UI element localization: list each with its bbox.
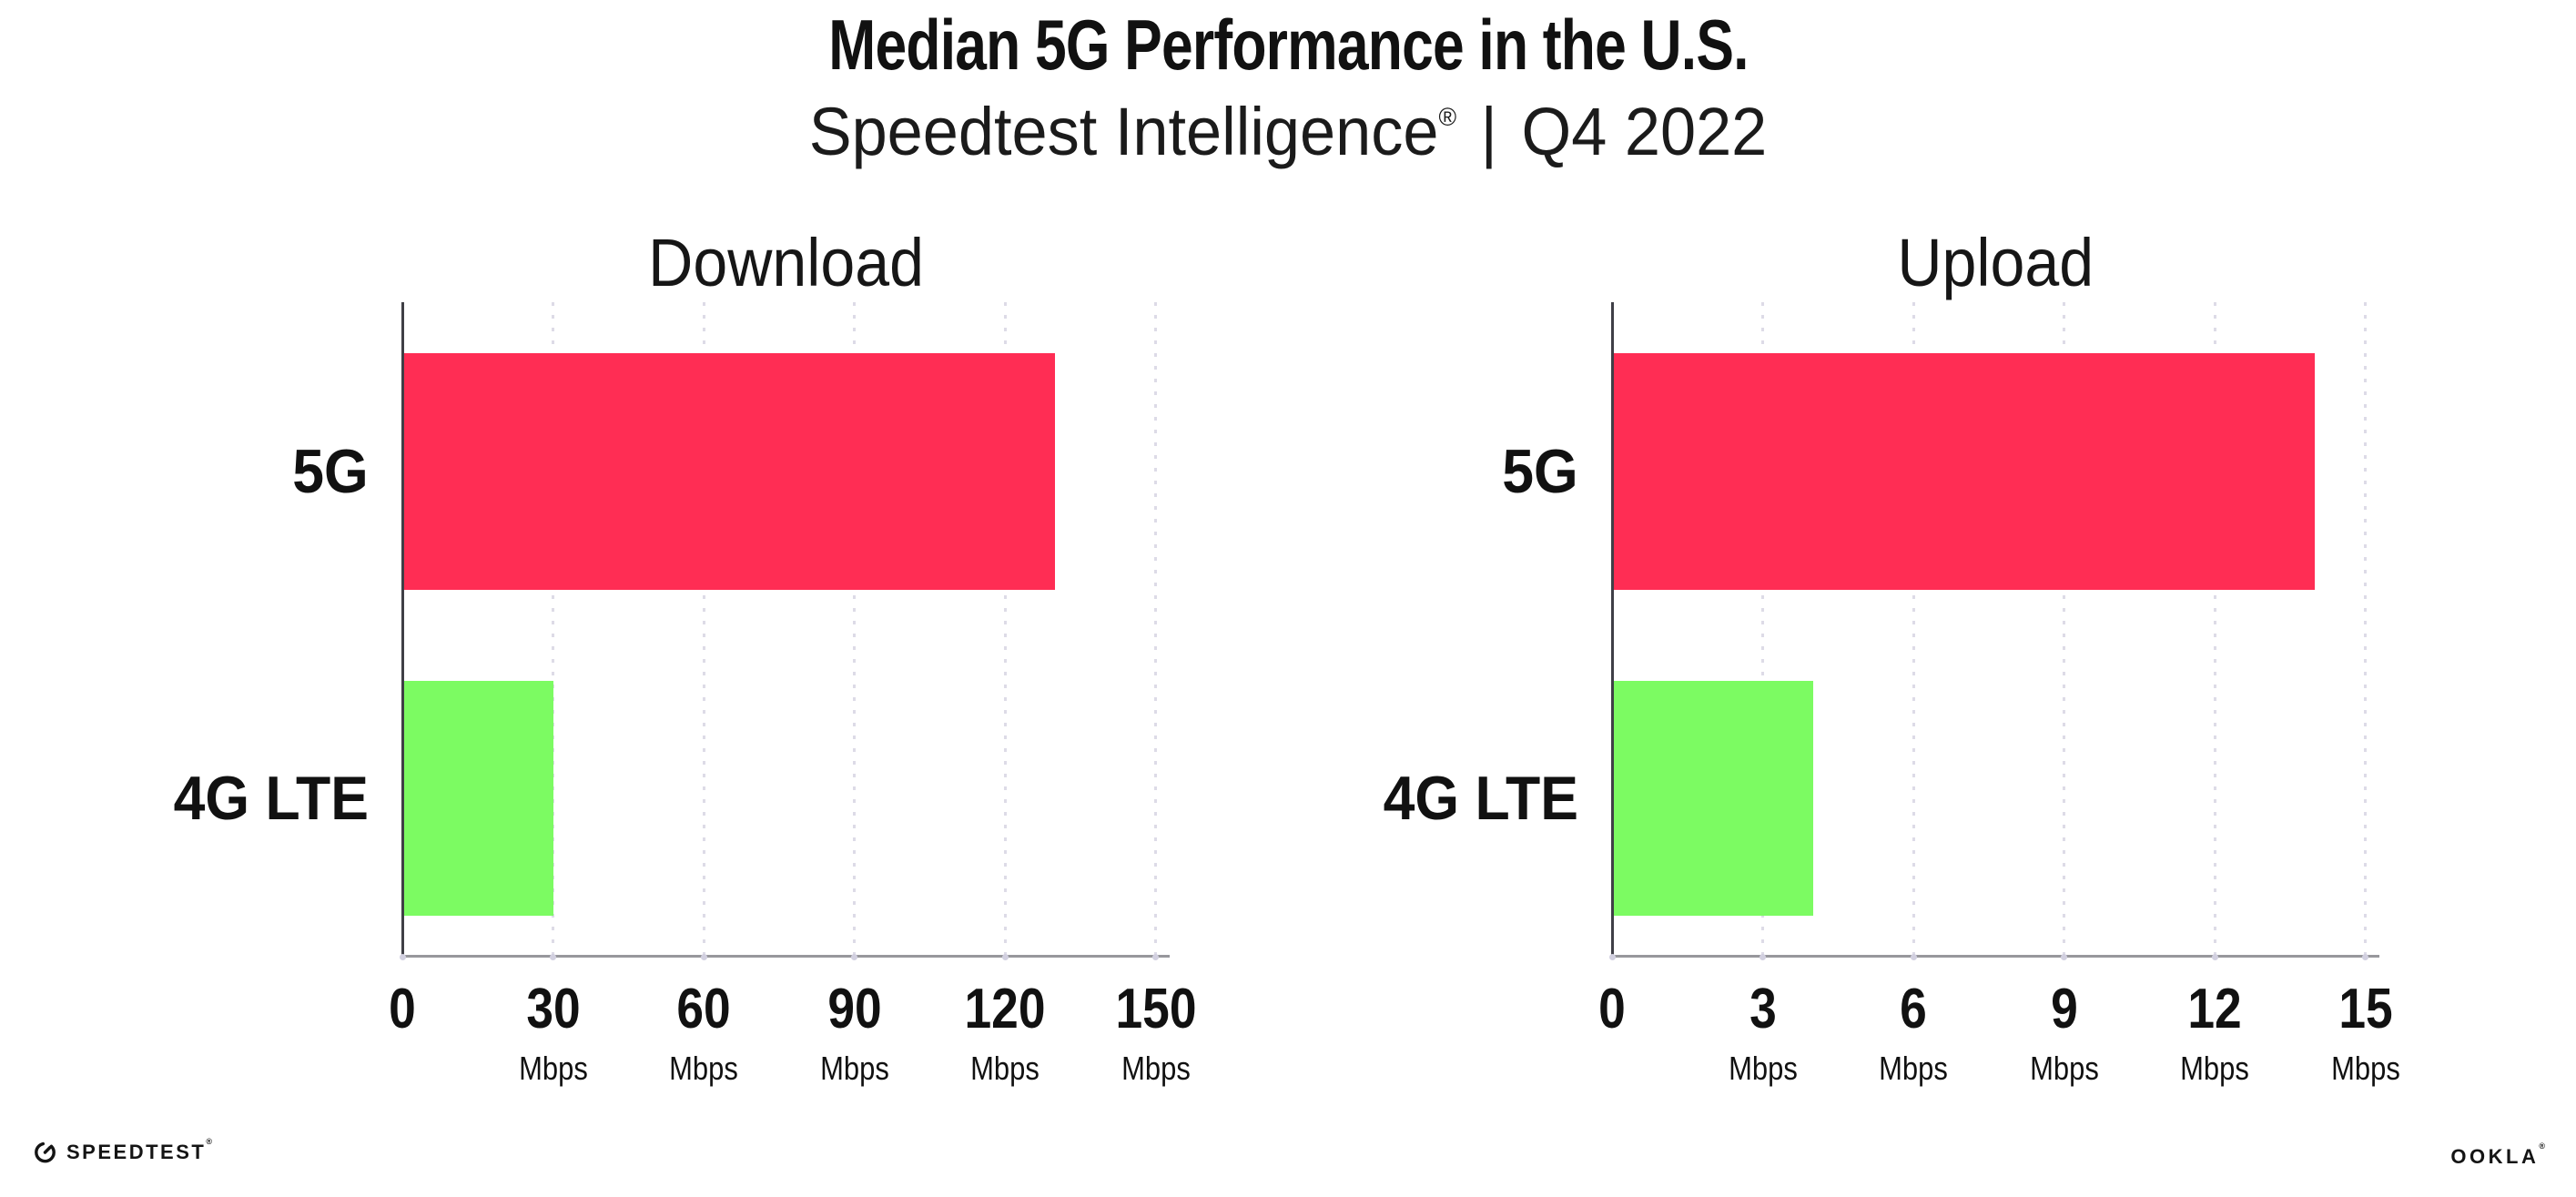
tick-unit: Mbps bbox=[2330, 1050, 2400, 1087]
category-label-4g-lte-upload: 4G LTE bbox=[1278, 681, 1578, 916]
tick-mark-download-0 bbox=[399, 954, 406, 960]
tick-value: 0 bbox=[389, 978, 416, 1040]
chart-title-text-upload: Upload bbox=[1897, 225, 2094, 300]
page-subtitle-text: Speedtest Intelligence® | Q4 2022 bbox=[809, 98, 1768, 166]
tick-value: 30 bbox=[525, 978, 581, 1040]
tick-label-download-90: 90 Mbps bbox=[784, 981, 925, 1085]
bar-4g-lte-download bbox=[402, 681, 553, 916]
tick-mark-download-30 bbox=[550, 954, 556, 960]
chart-title-upload: Upload bbox=[1612, 229, 2379, 297]
gridline-upload-6 bbox=[1912, 302, 1915, 958]
category-label-text: 5G bbox=[1502, 437, 1578, 506]
tick-label-download-60: 60 Mbps bbox=[634, 981, 775, 1085]
tick-mark-upload-3 bbox=[1760, 954, 1766, 960]
speedtest-logo-text: SPEEDTEST® bbox=[66, 1137, 212, 1164]
speedtest-wordmark: SPEEDTEST bbox=[66, 1141, 207, 1163]
tick-unit: Mbps bbox=[819, 1050, 889, 1087]
tick-unit: Mbps bbox=[2180, 1050, 2249, 1087]
tick-unit: Mbps bbox=[1121, 1050, 1191, 1087]
bar-5g-download bbox=[402, 353, 1056, 590]
tick-mark-download-120 bbox=[1001, 954, 1009, 960]
chart-title-text-download: Download bbox=[648, 225, 924, 300]
x-axis-baseline-upload bbox=[1611, 955, 2379, 958]
tick-value: 90 bbox=[827, 978, 882, 1040]
bar-5g-upload bbox=[1612, 353, 2316, 590]
subtitle-period: Q4 2022 bbox=[1521, 94, 1768, 169]
tick-value: 120 bbox=[964, 978, 1046, 1040]
tick-mark-upload-12 bbox=[2211, 954, 2218, 960]
speedtest-logo: SPEEDTEST® bbox=[33, 1137, 212, 1165]
category-label-5g-upload: 5G bbox=[1278, 353, 1578, 590]
page-subtitle: Speedtest Intelligence® | Q4 2022 bbox=[0, 98, 2576, 166]
tick-unit: Mbps bbox=[970, 1050, 1040, 1087]
tick-unit: Mbps bbox=[1879, 1050, 1948, 1087]
category-label-5g-download: 5G bbox=[68, 353, 369, 590]
tick-label-upload-9: 9 Mbps bbox=[1993, 981, 2135, 1085]
tick-mark-download-150 bbox=[1152, 954, 1159, 960]
gridline-download-90 bbox=[853, 302, 856, 958]
gridline-upload-9 bbox=[2063, 302, 2065, 958]
tick-label-download-30: 30 Mbps bbox=[482, 981, 624, 1085]
tick-value: 15 bbox=[2338, 978, 2393, 1040]
tick-label-upload-6: 6 Mbps bbox=[1843, 981, 1984, 1085]
category-label-text: 4G LTE bbox=[173, 764, 369, 833]
gridline-upload-15 bbox=[2364, 302, 2367, 958]
subtitle-separator: | bbox=[1480, 94, 1497, 169]
tick-unit: Mbps bbox=[518, 1050, 588, 1087]
page-title-text: Median 5G Performance in the U.S. bbox=[827, 5, 1749, 85]
tick-unit: Mbps bbox=[2029, 1050, 2099, 1087]
subtitle-product: Speedtest Intelligence bbox=[808, 94, 1439, 169]
tick-mark-upload-0 bbox=[1608, 954, 1616, 960]
tick-mark-download-90 bbox=[851, 954, 857, 960]
tick-mark-download-60 bbox=[700, 954, 707, 960]
registered-trademark-icon: ® bbox=[1438, 103, 1457, 132]
tick-unit: Mbps bbox=[1728, 1050, 1798, 1087]
tick-label-download-150: 150 Mbps bbox=[1085, 981, 1226, 1085]
y-axis-line-upload bbox=[1611, 302, 1614, 958]
ookla-wordmark: OOKLA bbox=[2450, 1145, 2540, 1168]
speedtest-gauge-icon bbox=[35, 1141, 56, 1163]
ookla-logo: OOKLA® bbox=[2450, 1141, 2545, 1169]
tick-value: 150 bbox=[1115, 978, 1196, 1040]
tick-unit: Mbps bbox=[669, 1050, 738, 1087]
tick-value: 6 bbox=[1900, 978, 1927, 1040]
bar-4g-lte-upload bbox=[1612, 681, 1813, 916]
tick-label-download-120: 120 Mbps bbox=[935, 981, 1076, 1085]
tick-label-upload-0: 0 bbox=[1542, 981, 1683, 1038]
plot-area-upload bbox=[1608, 302, 2379, 960]
gridline-upload-12 bbox=[2213, 302, 2216, 958]
plot-area-download bbox=[399, 302, 1170, 960]
category-label-4g-lte-download: 4G LTE bbox=[68, 681, 369, 916]
tick-value: 0 bbox=[1598, 978, 1626, 1040]
tick-value: 9 bbox=[2050, 978, 2078, 1040]
tick-mark-upload-9 bbox=[2061, 954, 2067, 960]
gridline-upload-3 bbox=[1761, 302, 1764, 958]
tick-value: 3 bbox=[1749, 978, 1777, 1040]
speedtest-registered-icon: ® bbox=[206, 1136, 212, 1146]
tick-mark-upload-15 bbox=[2362, 954, 2368, 960]
tick-label-upload-12: 12 Mbps bbox=[2145, 981, 2286, 1085]
x-axis-baseline-download bbox=[401, 955, 1170, 958]
tick-label-download-0: 0 bbox=[332, 981, 473, 1038]
chart-title-download: Download bbox=[402, 229, 1170, 297]
tick-label-upload-15: 15 Mbps bbox=[2295, 981, 2436, 1085]
category-label-text: 4G LTE bbox=[1383, 764, 1578, 833]
gridline-download-150 bbox=[1154, 302, 1157, 958]
tick-value: 12 bbox=[2187, 978, 2242, 1040]
tick-value: 60 bbox=[676, 978, 731, 1040]
y-axis-line-download bbox=[401, 302, 404, 958]
gridline-download-30 bbox=[552, 302, 554, 958]
tick-label-upload-3: 3 Mbps bbox=[1692, 981, 1833, 1085]
tick-mark-upload-6 bbox=[1910, 954, 1917, 960]
gridline-download-120 bbox=[1003, 302, 1007, 958]
category-label-text: 5G bbox=[292, 437, 369, 506]
gridline-download-60 bbox=[702, 302, 705, 958]
ookla-registered-icon: ® bbox=[2539, 1141, 2545, 1151]
page-title: Median 5G Performance in the U.S. bbox=[0, 9, 2576, 80]
